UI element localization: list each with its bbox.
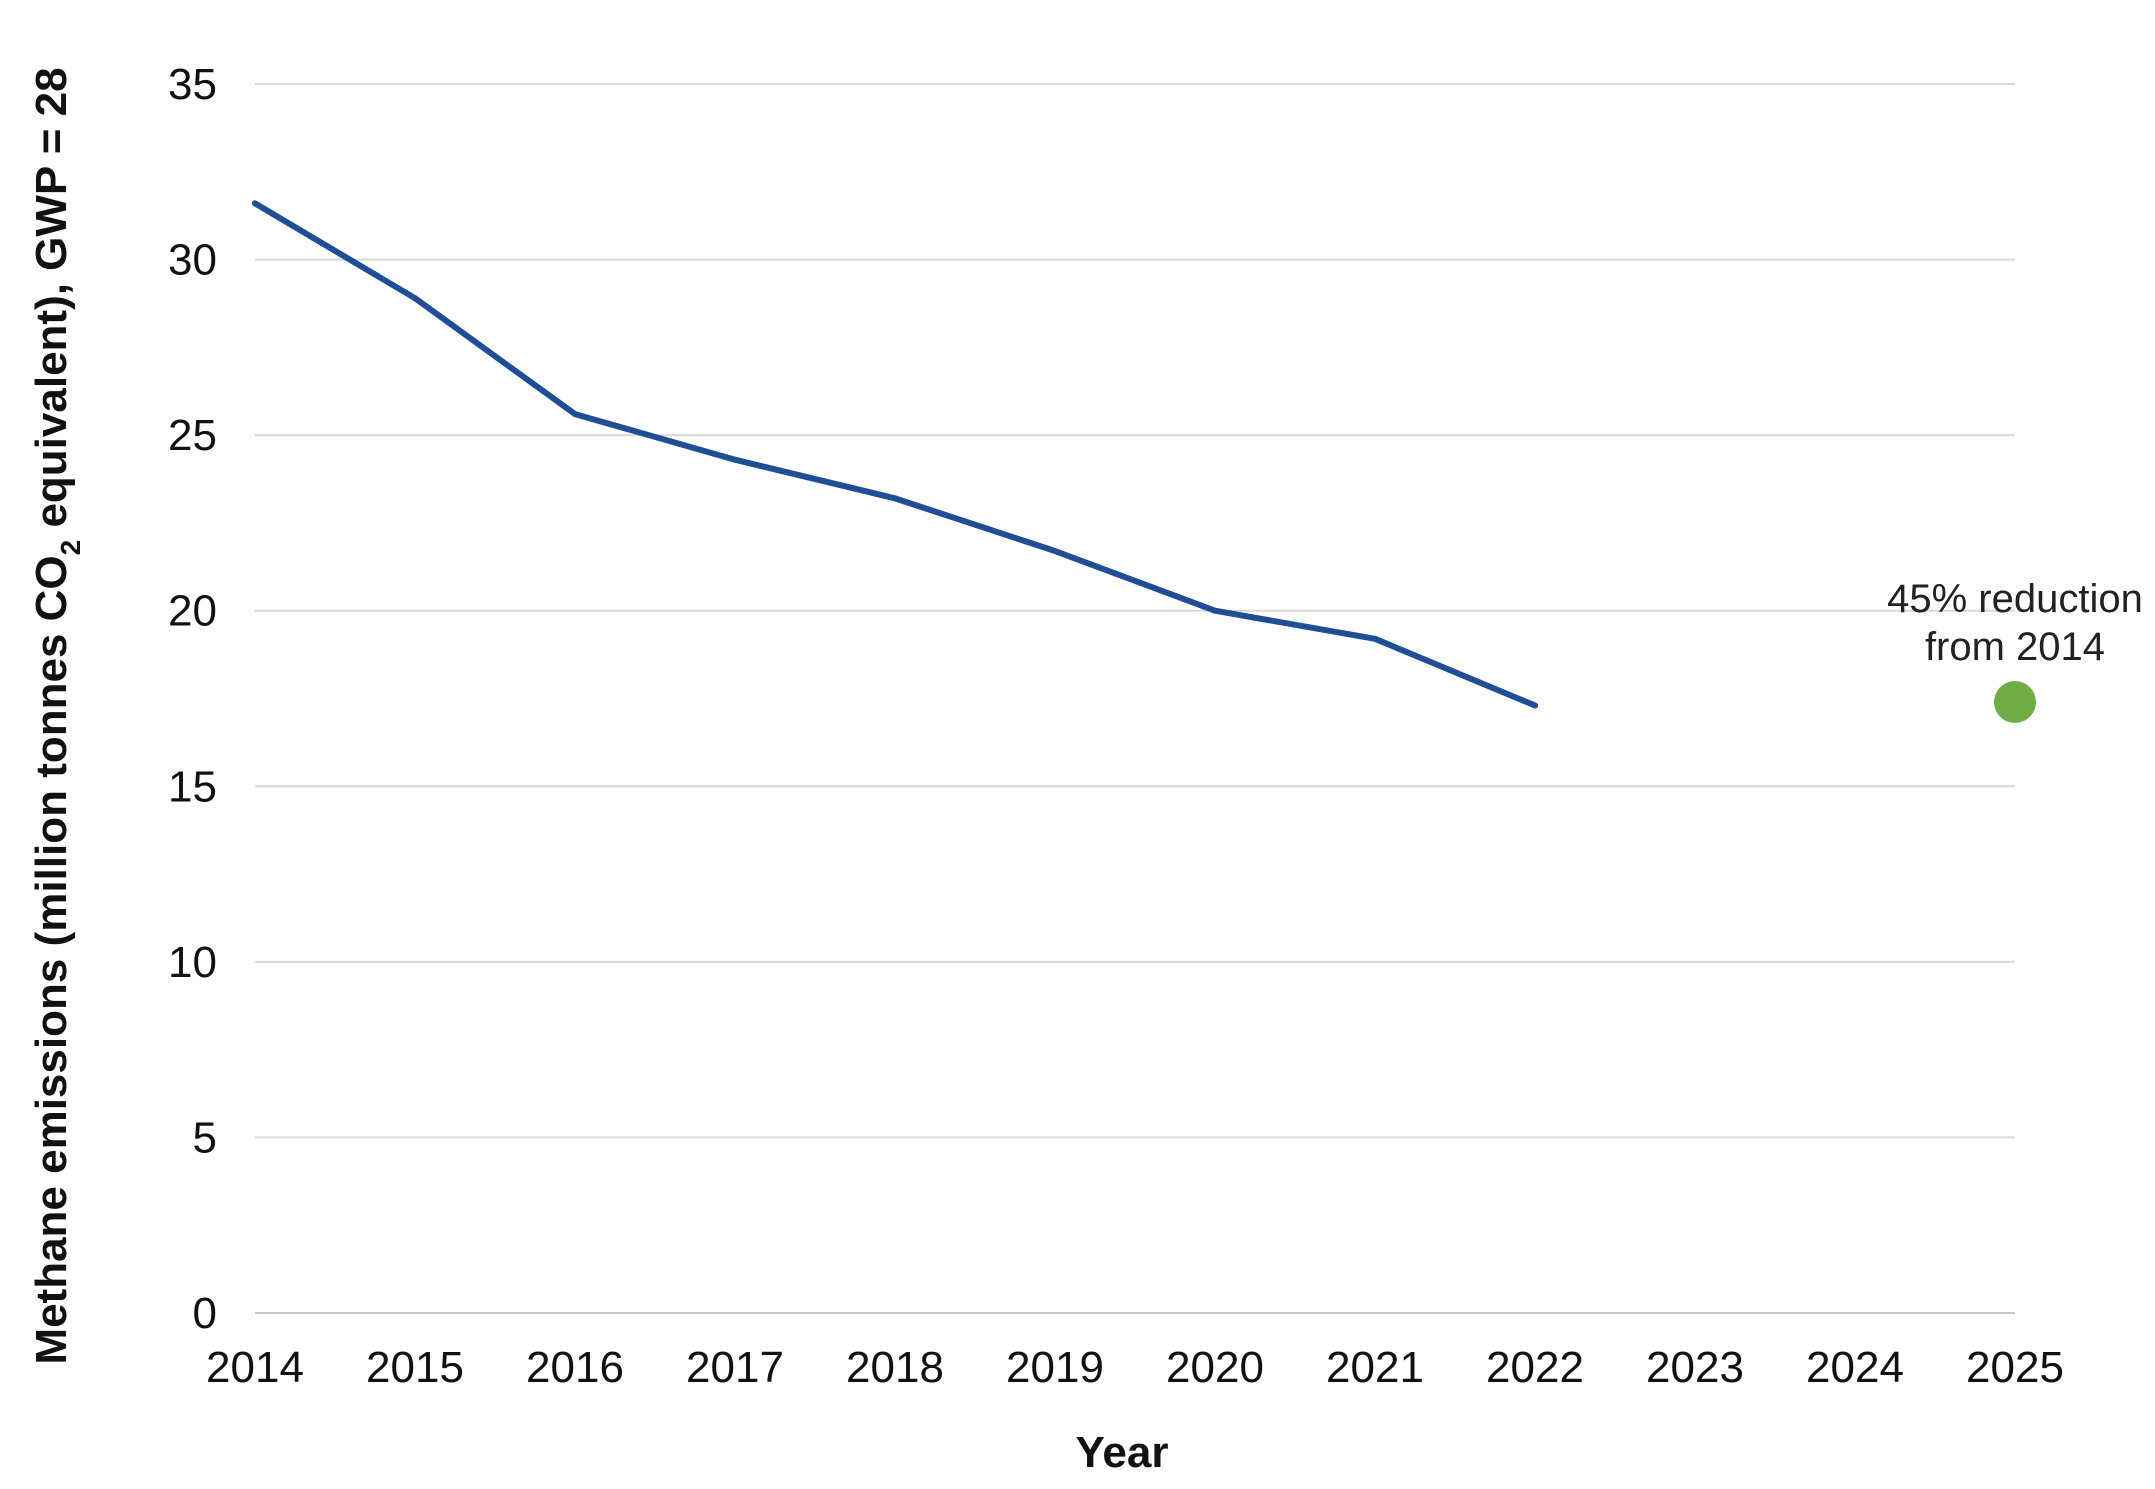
x-tick-label: 2025: [1966, 1343, 2064, 1392]
y-axis-ticks: 0 5 10 15 20 25 30 35: [168, 60, 217, 1338]
y-tick-label: 35: [168, 60, 217, 109]
target-layer: 45% reduction from 2014: [1887, 577, 2143, 724]
target-marker: [1994, 681, 2036, 724]
target-label-line2: from 2014: [1925, 625, 2105, 669]
x-tick-label: 2023: [1646, 1343, 1744, 1392]
y-tick-label: 30: [168, 236, 217, 285]
x-tick-label: 2022: [1486, 1343, 1584, 1392]
y-tick-label: 10: [168, 938, 217, 987]
y-axis-title-prefix: Methane emissions (million tonnes CO: [27, 555, 76, 1364]
target-label-line1: 45% reduction: [1887, 577, 2143, 621]
x-tick-label: 2020: [1166, 1343, 1264, 1392]
y-tick-label: 0: [193, 1289, 217, 1338]
x-tick-label: 2015: [366, 1343, 464, 1392]
y-axis-title-subscript: 2: [55, 540, 86, 556]
x-tick-label: 2018: [846, 1343, 944, 1392]
y-tick-label: 5: [193, 1113, 217, 1162]
data-point-2017: [732, 456, 738, 463]
y-tick-label: 20: [168, 587, 217, 636]
data-point-2016: [572, 411, 578, 418]
gridlines: [255, 83, 2015, 1314]
x-tick-label: 2024: [1806, 1343, 1904, 1392]
data-point-2015: [412, 295, 418, 302]
x-axis-ticks: 2014 2015 2016 2017 2018 2019 2020 2021 2022 2023…: [206, 1343, 2064, 1392]
x-tick-label: 2014: [206, 1343, 304, 1392]
data-point-2021: [1372, 635, 1378, 642]
y-axis-title-suffix: equivalent), GWP = 28: [27, 67, 76, 539]
data-point-2019: [1052, 548, 1058, 555]
data-point-2018: [892, 495, 898, 502]
y-axis-title: Methane emissions (million tonnes CO2 eq…: [27, 67, 86, 1364]
x-tick-label: 2016: [526, 1343, 624, 1392]
x-tick-label: 2017: [686, 1343, 784, 1392]
series-line-0: [252, 200, 1538, 709]
data-point-2020: [1212, 607, 1218, 614]
data-point-2014: [252, 200, 258, 207]
y-tick-label: 25: [168, 411, 217, 460]
x-tick-label: 2019: [1006, 1343, 1104, 1392]
x-axis-title: Year: [1076, 1428, 1169, 1477]
data-point-2022: [1532, 702, 1538, 709]
y-tick-label: 15: [168, 762, 217, 811]
x-tick-label: 2021: [1326, 1343, 1424, 1392]
series-layer: [252, 200, 1538, 709]
